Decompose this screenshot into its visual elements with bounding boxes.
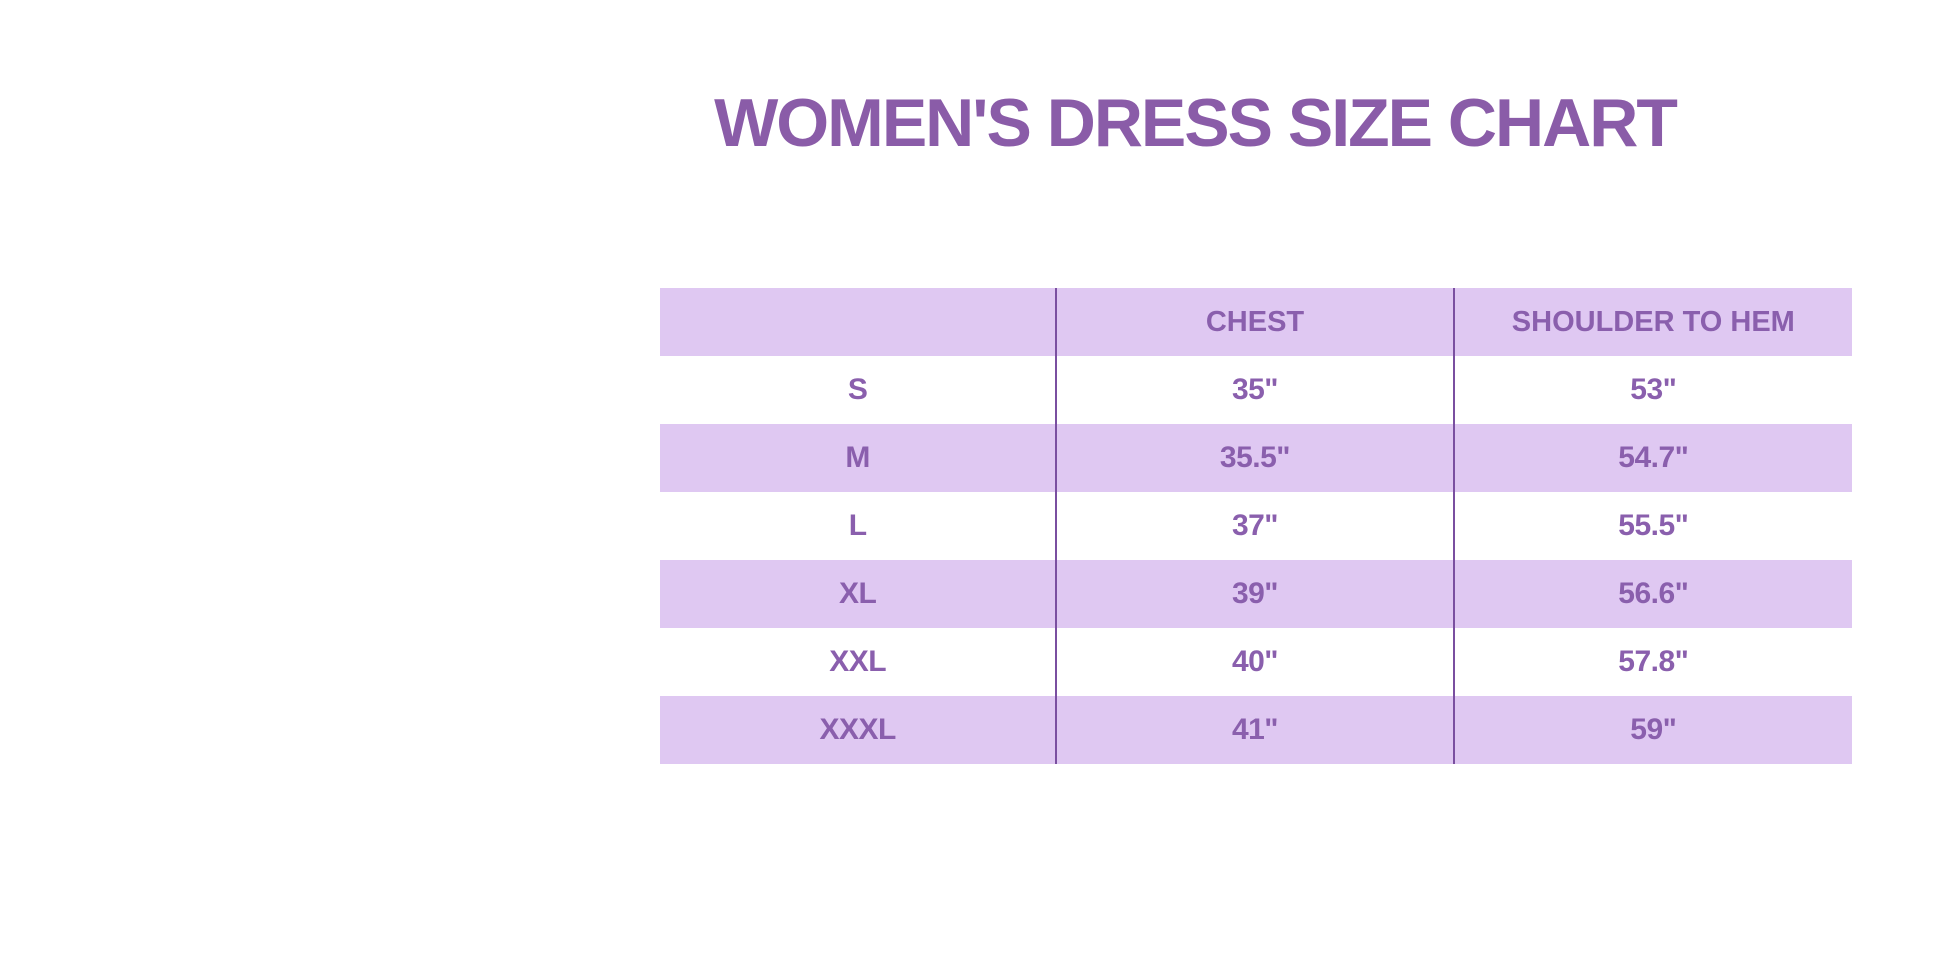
table-row-xxxl: XXXL 41" 59" — [660, 696, 1852, 764]
size-label: L — [660, 492, 1058, 560]
table-row-xl: XL 39" 56.6" — [660, 560, 1852, 628]
size-label: S — [660, 356, 1058, 424]
table-row-xxl: XXL 40" 57.8" — [660, 628, 1852, 696]
chest-value: 39" — [1057, 560, 1455, 628]
shoulder-to-hem-value: 59" — [1630, 713, 1677, 746]
size-label: M — [660, 424, 1058, 492]
shoulder-to-hem-value: 57.8" — [1618, 645, 1689, 678]
chest-value: 35" — [1057, 356, 1455, 424]
header-cell-chest: CHEST — [1057, 288, 1455, 356]
shoulder-to-hem-value: 55.5" — [1618, 509, 1689, 542]
header-cell-shoulder-to-hem: SHOULDER TO HEM — [1511, 305, 1795, 338]
size-label: XL — [660, 560, 1058, 628]
table-row-l: L 37" 55.5" — [660, 492, 1852, 560]
page-title: WOMEN'S DRESS SIZE CHART — [714, 85, 1678, 161]
size-label: XXXL — [660, 696, 1058, 764]
table-row-s: S 35" 53" — [660, 356, 1852, 424]
table-header-row: CHEST SHOULDER TO HEM — [660, 288, 1852, 356]
size-label: XXL — [660, 628, 1058, 696]
chest-value: 37" — [1057, 492, 1455, 560]
shoulder-to-hem-value: 54.7" — [1618, 441, 1689, 474]
header-cell-size — [660, 288, 1058, 356]
shoulder-to-hem-value: 56.6" — [1618, 577, 1689, 610]
chest-value: 35.5" — [1057, 424, 1455, 492]
chest-value: 40" — [1057, 628, 1455, 696]
shoulder-to-hem-value: 53" — [1630, 373, 1677, 406]
chest-value: 41" — [1057, 696, 1455, 764]
table-row-m: M 35.5" 54.7" — [660, 424, 1852, 492]
size-chart-table: CHEST SHOULDER TO HEM S 35" 53" M 35.5" … — [660, 288, 1852, 764]
